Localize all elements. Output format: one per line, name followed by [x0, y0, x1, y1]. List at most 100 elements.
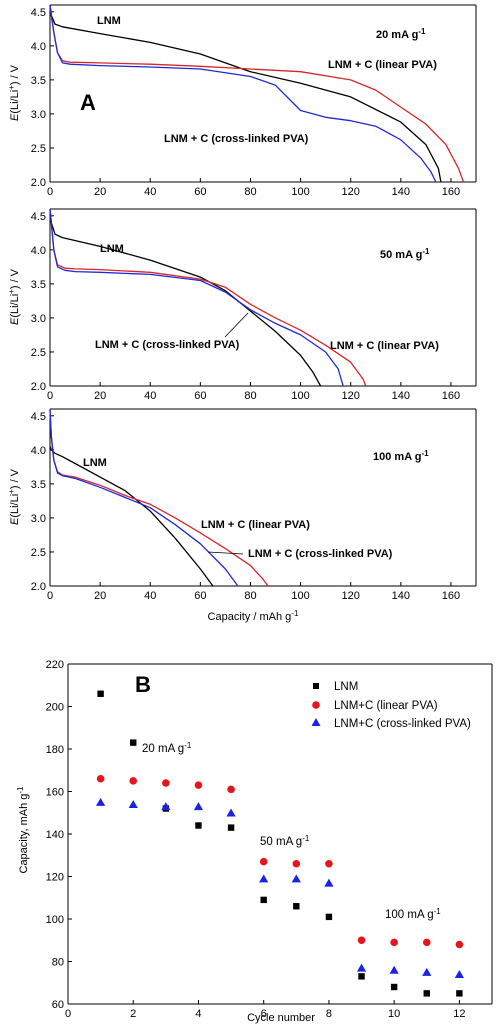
rate-label: 100 mA g-1 — [373, 449, 429, 464]
y-tick-label: 180 — [46, 744, 64, 756]
data-point-lnm-c-linear-pva — [259, 857, 268, 866]
x-axis-label: Capacity / mAh g-1 — [208, 609, 299, 624]
x-tick-label: 0 — [47, 186, 53, 198]
legend: LNM LNM+C (linear PVA) LNM+C (cross-link… — [311, 681, 471, 730]
legend-marker-linear-pva — [312, 701, 320, 709]
panel-b-cycling-capacity: 0 2 4 6 8 10 12 60 80 100 120 140 160 180 200 220 B Cap… — [16, 659, 493, 1024]
x-tick-label: 160 — [442, 590, 460, 602]
x-tick-label: 100 — [291, 186, 309, 198]
data-point-lnm-c-cross-linked-pva — [226, 808, 236, 817]
x-tick-label: 60 — [194, 590, 206, 602]
rate-label: 20 mA g-1 — [376, 27, 426, 42]
data-point-lnm-c-linear-pva — [129, 777, 138, 785]
ticks: 0 20 40 60 80 100 120 140 160 2.0 2.5 3.0 3.5 4.0 4.5 — [31, 411, 460, 602]
x-tick-label: 4 — [195, 1008, 201, 1020]
series-line-lnm-c-cross-linked-pva — [49, 4, 437, 183]
series-line-lnm-c-cross-linked-pva — [49, 408, 239, 587]
legend-label-cross-linked-pva: LNM+C (cross-linked PVA) — [334, 718, 471, 730]
y-tick-label: 2.5 — [31, 143, 46, 155]
data-point-lnm-c-linear-pva — [455, 940, 464, 949]
data-point-lnm — [390, 983, 398, 991]
y-tick-label: 3.5 — [31, 279, 46, 291]
x-tick-label: 40 — [144, 186, 156, 198]
data-point-lnm — [97, 690, 104, 697]
x-tick-label: 100 — [291, 590, 309, 602]
y-tick-label: 100 — [46, 914, 64, 926]
x-tick-label: 140 — [392, 390, 410, 402]
panel-50mA-voltage-profile: 0 20 40 60 80 100 120 140 1602.02.53.03.54.04.5 … — [7, 208, 477, 402]
x-tick-label: 120 — [342, 390, 360, 402]
curves — [49, 208, 367, 387]
x-tick-label: 40 — [144, 390, 156, 402]
x-tick-label: 20 — [94, 590, 106, 602]
y-tick-label: 4.5 — [31, 7, 46, 19]
x-tick-label: 0 — [47, 590, 53, 602]
curves — [49, 408, 269, 587]
annotation-cross-linked-pva: LNM + C (cross-linked PVA) — [164, 133, 309, 145]
curves — [49, 4, 465, 183]
x-tick-label: 10 — [388, 1008, 400, 1020]
panel-letter-a: A — [80, 90, 96, 115]
y-tick-label: 120 — [46, 872, 64, 884]
x-tick-label: 8 — [326, 1008, 332, 1020]
annotation-lnm: LNM — [83, 457, 107, 469]
data-point-lnm-c-linear-pva — [292, 859, 301, 868]
x-tick-label: 160 — [442, 186, 460, 198]
series-line-lnm — [49, 208, 322, 387]
x-tick-label: 80 — [244, 590, 256, 602]
x-tick-label: 140 — [392, 590, 410, 602]
data-point-lnm-c-linear-pva — [162, 779, 170, 787]
data-point-lnm-c-cross-linked-pva — [422, 967, 432, 976]
annotation-100mA: 100 mA g-1 — [385, 907, 441, 922]
series-line-lnm — [49, 4, 442, 183]
annotation-cross-linked-pva: LNM + C (cross-linked PVA) — [248, 548, 393, 560]
x-tick-label: 120 — [342, 186, 360, 198]
y-tick-label: 2.0 — [31, 381, 46, 393]
data-point-lnm-c-linear-pva — [194, 781, 203, 789]
y-tick-label: 4.0 — [31, 445, 46, 457]
data-point-lnm-c-cross-linked-pva — [96, 797, 106, 806]
data-point-lnm-c-cross-linked-pva — [259, 874, 269, 883]
panel-20mA-voltage-profile: 0 20 40 60 80 100 120 140 1602.02.53.03.54.04.5 … — [7, 4, 477, 198]
annotation-linear-pva: LNM + C (linear PVA) — [330, 340, 439, 352]
x-tick-label: 20 — [94, 186, 106, 198]
annotation-lnm: LNM — [100, 243, 124, 255]
data-point-lnm-c-cross-linked-pva — [389, 965, 399, 974]
series-line-lnm-c-linear-pva — [49, 408, 269, 587]
x-tick-label: 80 — [244, 390, 256, 402]
data-point-lnm — [130, 739, 137, 746]
x-tick-label: 2 — [130, 1008, 136, 1020]
ticks: 0 2 4 6 8 10 12 60 80 100 120 140 160 180 200 220 — [46, 659, 466, 1020]
data-point-lnm-c-cross-linked-pva — [324, 878, 334, 887]
y-tick-label: 3.0 — [31, 513, 46, 525]
y-tick-label: 4.5 — [31, 211, 46, 223]
annotation-20mA: 20 mA g-1 — [142, 741, 192, 756]
y-tick-label: 160 — [46, 787, 64, 799]
x-tick-label: 12 — [453, 1008, 465, 1020]
data-point-lnm-c-cross-linked-pva — [356, 963, 367, 972]
x-tick-label: 120 — [342, 590, 360, 602]
annotation-arrow — [207, 551, 244, 555]
annotation-arrow — [224, 312, 249, 338]
panel-letter-b: B — [135, 672, 151, 697]
data-point-lnm — [325, 913, 333, 921]
series-line-lnm-c-cross-linked-pva — [49, 208, 344, 387]
x-tick-label: 0 — [47, 390, 53, 402]
data-point-lnm — [227, 824, 235, 831]
panel-100mA-voltage-profile: 0 20 40 60 80 100 120 140 1602.02.53.03.54.04.5 … — [7, 408, 477, 624]
y-tick-label: 3.0 — [31, 313, 46, 325]
markers — [96, 690, 464, 997]
series-line-lnm — [49, 446, 214, 587]
data-point-lnm-c-cross-linked-pva — [193, 802, 204, 811]
y-tick-label: 3.5 — [31, 479, 46, 491]
data-point-lnm-c-linear-pva — [227, 785, 235, 794]
y-axis-label: E(Li/Li+) / V — [7, 64, 22, 121]
y-tick-label: 140 — [46, 829, 64, 841]
y-tick-label: 220 — [46, 659, 64, 671]
y-tick-label: 200 — [46, 702, 64, 714]
y-tick-label: 2.0 — [31, 581, 46, 593]
data-point-lnm-c-linear-pva — [357, 936, 366, 945]
y-axis-label: E(Li/Li+) / V — [7, 468, 22, 525]
data-point-lnm-c-cross-linked-pva — [161, 802, 171, 811]
